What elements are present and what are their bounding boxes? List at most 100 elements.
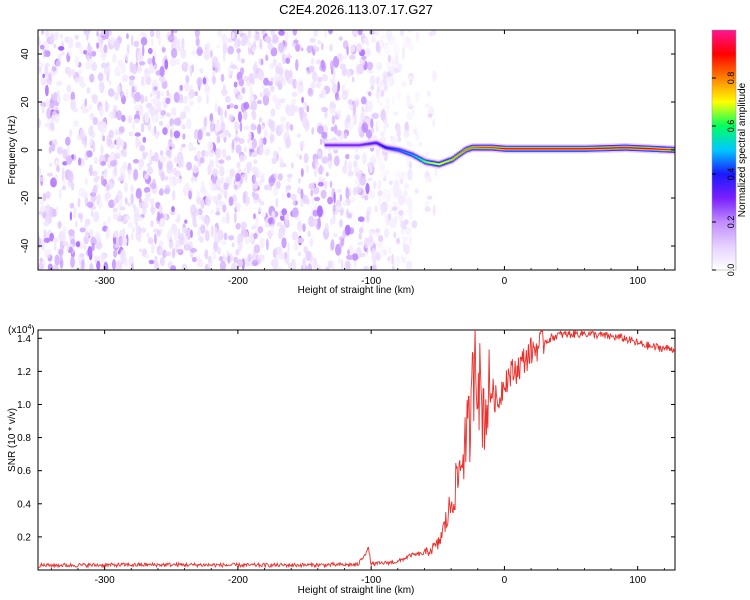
spectrogram-noise-blob <box>234 37 238 49</box>
spectrogram-noise-blob <box>361 122 369 133</box>
spectrogram-noise-blob <box>191 50 198 55</box>
spectrogram-band-cell <box>399 150 403 152</box>
spectrogram-noise-blob <box>39 199 45 206</box>
spectrogram-band-cell <box>369 143 372 145</box>
spectrogram-noise-blob <box>426 90 431 98</box>
spectrogram-noise-blob <box>106 184 110 190</box>
spectrogram-noise-blob <box>295 44 301 52</box>
y-tick-label: 0 <box>20 147 31 153</box>
spectrogram-noise-blob <box>307 263 312 270</box>
spectrogram-noise-blob <box>44 122 51 128</box>
spectrogram-noise-blob <box>317 217 321 228</box>
spectrogram-noise-blob <box>128 131 134 137</box>
spectrogram-noise-blob <box>308 65 315 73</box>
spectrogram-noise-blob <box>245 171 248 183</box>
spectrogram-band-cell <box>342 144 345 146</box>
x-tick-label: -200 <box>228 575 248 586</box>
spectrogram-noise-blob <box>351 196 355 203</box>
spectrogram-band-cell <box>332 144 335 146</box>
spectrogram-noise-blob <box>152 178 156 189</box>
spectrogram-noise-blob <box>149 198 155 206</box>
spectrogram-noise-blob <box>230 64 238 70</box>
spectrogram-noise-blob <box>81 259 85 270</box>
spectrogram-band-cell <box>510 148 513 150</box>
spectrogram-noise-blob <box>85 231 89 239</box>
spectrogram-noise-blob <box>215 148 222 159</box>
spectrogram-noise-blob <box>153 125 157 135</box>
y-tick-label: -20 <box>20 190 31 205</box>
spectrogram-noise-blob <box>159 155 167 163</box>
spectrogram-noise-blob <box>321 131 328 139</box>
spectrogram-noise-blob <box>304 119 310 132</box>
spectrogram-noise-blob <box>137 65 143 74</box>
spectrogram-noise-blob <box>219 260 227 270</box>
spectrogram-noise-blob <box>79 82 87 88</box>
spectrogram-noise-blob <box>131 86 135 93</box>
spectrogram-band-cell <box>516 148 519 150</box>
spectrogram-noise-blob <box>367 69 374 74</box>
spectrogram-noise-blob <box>392 201 399 206</box>
spectrogram-noise-blob <box>343 132 348 139</box>
spectrogram-noise-blob <box>41 104 45 114</box>
spectrogram-noise-blob <box>216 135 221 144</box>
spectrogram-noise-blob <box>82 191 89 199</box>
spectrogram-noise-blob <box>114 128 118 136</box>
spectrogram-noise-blob <box>107 88 115 97</box>
spectrogram-noise-blob <box>62 161 68 166</box>
spectrogram-noise-blob <box>391 265 395 270</box>
spectrogram-noise-blob <box>188 190 192 200</box>
spectrogram-noise-blob <box>90 210 94 217</box>
spectrogram-noise-blob <box>205 218 209 228</box>
spectrogram-band-cell <box>527 148 530 150</box>
spectrogram-noise-blob <box>321 156 329 164</box>
spectrogram-band-cell <box>641 147 644 149</box>
spectrogram-noise-blob <box>69 128 73 137</box>
spectrogram-noise-blob <box>356 42 363 53</box>
spectrogram-noise-blob <box>393 210 398 216</box>
spectrogram-noise-blob <box>369 164 373 174</box>
spectrogram-noise-blob <box>313 196 321 202</box>
spectrogram-noise-blob <box>131 34 134 47</box>
spectrogram-noise-blob <box>142 154 147 160</box>
spectrogram-noise-blob <box>251 46 256 53</box>
spectrogram-noise-blob <box>327 196 334 205</box>
spectrogram-band-cell <box>345 144 348 146</box>
spectrogram-noise-blob <box>103 261 109 270</box>
spectrogram-noise-blob <box>104 192 109 202</box>
spectrogram-noise-blob <box>85 238 89 243</box>
spectrogram-noise-blob <box>396 237 400 245</box>
y-tick-label: 1.4 <box>17 334 31 345</box>
spectrogram-band-cell <box>402 151 406 153</box>
x-tick-label: 100 <box>629 276 646 287</box>
spectrogram-noise-blob <box>48 99 55 109</box>
spectrogram-noise-blob <box>156 90 161 100</box>
spectrogram-noise-blob <box>197 236 204 242</box>
spectrogram-noise-blob <box>138 158 143 171</box>
spectrogram-noise-blob <box>313 186 320 195</box>
spectrogram-noise-blob <box>318 176 323 184</box>
spectrogram-noise-blob <box>164 251 172 257</box>
spectrogram-band-cell <box>338 144 342 146</box>
spectrogram-noise-blob <box>269 85 275 93</box>
spectrogram-noise-blob <box>133 118 140 124</box>
spectrogram-noise-blob <box>411 220 418 229</box>
spectrogram-band-cell <box>542 148 545 150</box>
spectrogram-noise-blob <box>89 164 93 177</box>
spectrogram-noise-blob <box>86 87 91 94</box>
spectrogram-band-cell <box>463 149 466 152</box>
spectrogram-noise-blob <box>285 137 291 149</box>
spectrogram-band-cell <box>618 147 622 149</box>
spectrogram-noise-blob <box>201 149 206 157</box>
spectrogram-noise-blob <box>119 206 126 211</box>
spectrogram-noise-blob <box>72 207 77 219</box>
spectrogram-noise-blob <box>116 84 121 94</box>
spectrogram-band-cell <box>444 161 447 163</box>
spectrogram-noise-blob <box>336 53 342 60</box>
spectrogram-noise-blob <box>205 132 211 137</box>
spectrogram-band-cell <box>625 147 628 149</box>
spectrogram-noise-blob <box>284 69 290 80</box>
spectrogram-noise-blob <box>180 111 187 120</box>
spectrogram-noise-blob <box>79 45 83 55</box>
spectrogram-noise-blob <box>154 264 158 270</box>
spectrogram-band-cell <box>665 148 668 151</box>
